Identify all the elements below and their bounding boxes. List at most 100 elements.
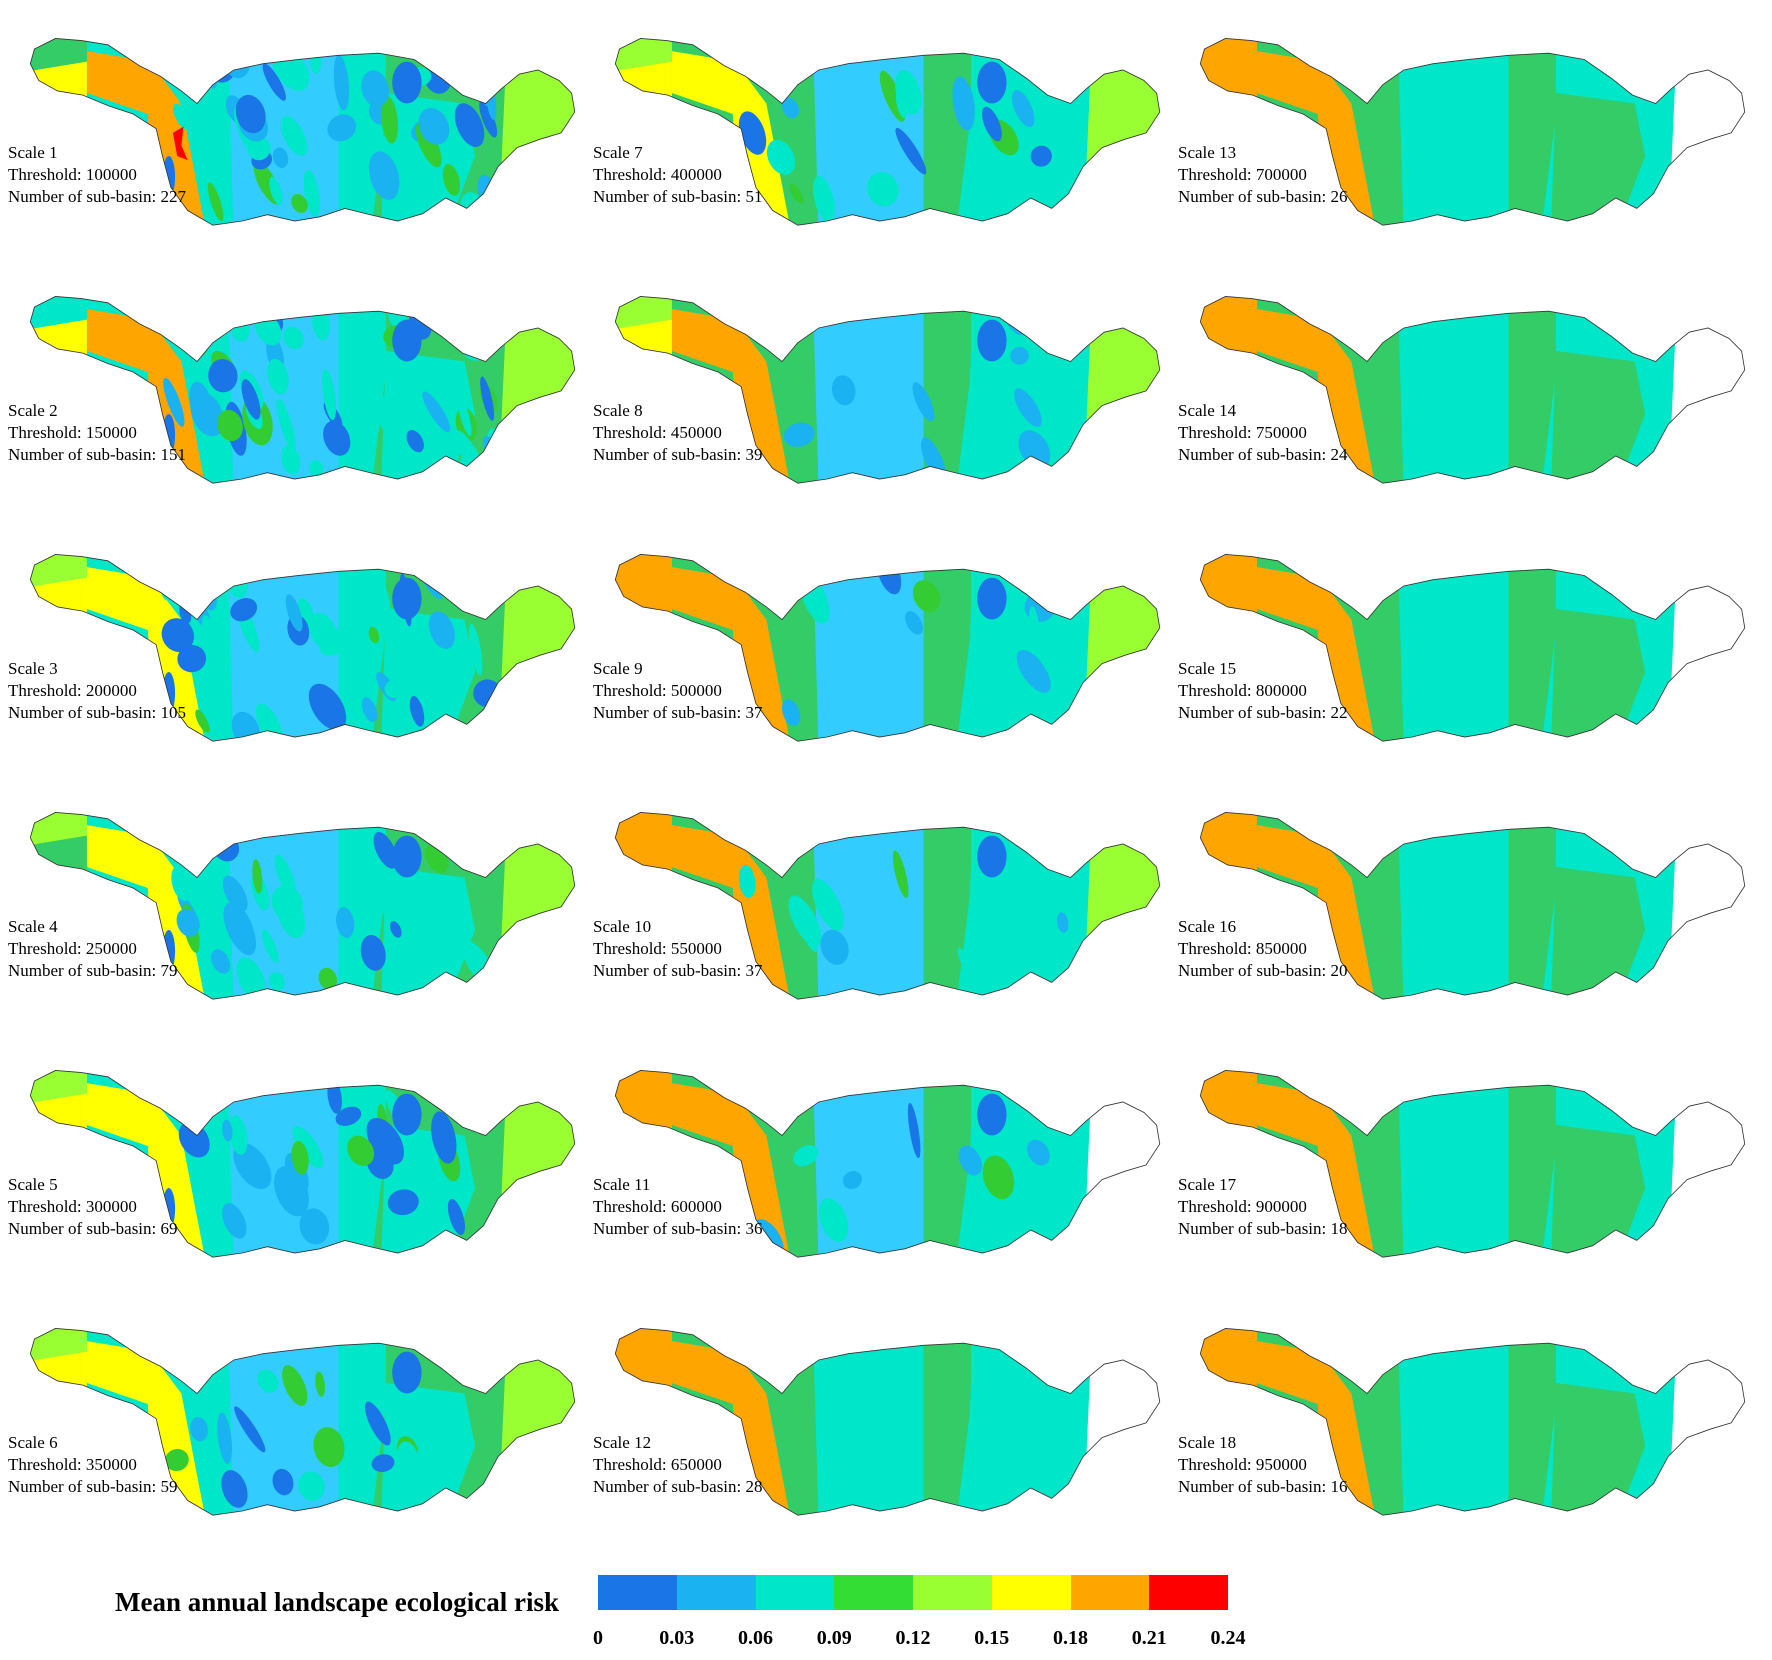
panel-caption: Scale 14 Threshold: 750000 Number of sub-b… <box>1178 400 1348 466</box>
map-panel: Scale 17 Threshold: 900000 Number of sub-b… <box>1170 1032 1760 1292</box>
sub-basin <box>738 111 767 155</box>
subbasin-count-label: Number of sub-basin: 18 <box>1178 1219 1348 1238</box>
basin-region-central <box>813 567 924 742</box>
sub-basin <box>1027 1139 1050 1166</box>
basin-region-mid-strip <box>923 1341 971 1516</box>
basin-map <box>609 1042 1165 1292</box>
basin-region-mid-strip <box>338 1341 386 1516</box>
sub-basin <box>378 890 406 917</box>
sub-basin <box>793 1145 819 1167</box>
sub-basin <box>222 875 248 912</box>
sub-basin <box>283 326 304 350</box>
sub-basin <box>228 1115 248 1155</box>
panel-caption: Scale 5 Threshold: 300000 Number of sub-ba… <box>8 1174 178 1240</box>
scale-label: Scale 9 <box>593 659 643 678</box>
basin-region-upper <box>671 567 793 742</box>
sub-basin <box>177 645 207 673</box>
sub-basin <box>269 176 283 206</box>
sub-basin <box>174 59 193 85</box>
sub-basin <box>236 957 266 1000</box>
basin-region-central <box>1398 51 1509 226</box>
map-panel: Scale 6 Threshold: 350000 Number of sub-ba… <box>0 1290 590 1550</box>
sub-basin <box>318 967 338 990</box>
basin-region-lower <box>1550 93 1646 226</box>
sub-basin <box>905 611 923 635</box>
basin-region-estuary <box>1671 567 1745 683</box>
threshold-label: Threshold: 350000 <box>8 1455 137 1474</box>
basin-region-estuary <box>1086 1083 1160 1199</box>
sub-basin <box>414 641 431 662</box>
panel-caption: Scale 1 Threshold: 100000 Number of sub-ba… <box>8 142 186 208</box>
subbasin-count-label: Number of sub-basin: 227 <box>8 187 187 206</box>
sub-basin <box>299 1208 330 1245</box>
panel-caption: Scale 6 Threshold: 350000 Number of sub-ba… <box>8 1432 178 1498</box>
basin-map <box>24 526 580 776</box>
sub-basin <box>364 1401 391 1446</box>
basin-region-lower <box>965 351 1061 484</box>
sub-basin <box>303 170 320 217</box>
basin-region-lower <box>1550 1125 1646 1258</box>
legend-tick-label: 0.18 <box>1053 1627 1088 1649</box>
map-panel: Scale 8 Threshold: 450000 Number of sub-ba… <box>585 258 1175 518</box>
basin-map <box>1194 10 1750 260</box>
threshold-label: Threshold: 600000 <box>593 1197 722 1216</box>
basin-region-central <box>1398 567 1509 742</box>
basin-outline <box>29 1328 576 1516</box>
sub-basin <box>1016 650 1051 693</box>
sub-basin-northeast <box>977 835 1007 878</box>
sub-basin <box>1030 145 1052 167</box>
basin-region-upper <box>86 309 208 484</box>
panel-caption: Scale 4 Threshold: 250000 Number of sub-ba… <box>8 916 178 982</box>
sub-basin <box>406 430 424 453</box>
sub-basin <box>394 363 420 387</box>
sub-basin <box>418 108 450 145</box>
legend-tick-label: 0.09 <box>816 1627 852 1649</box>
sub-basin <box>431 1111 457 1164</box>
basin-region-central <box>813 309 924 484</box>
sub-basin <box>223 902 257 956</box>
basin-region-estuary <box>501 1341 575 1457</box>
legend-swatch <box>676 1575 756 1610</box>
sub-basin <box>327 114 357 142</box>
sub-basin <box>380 95 399 144</box>
sub-basin <box>788 895 822 947</box>
sub-basin <box>220 155 232 175</box>
basin-region-mid-strip <box>1508 309 1556 484</box>
sub-basin <box>1014 388 1042 427</box>
subbasin-count-label: Number of sub-basin: 26 <box>1178 187 1348 206</box>
sub-basin <box>982 106 1002 142</box>
sub-basin <box>208 359 238 393</box>
sub-basin <box>783 422 815 447</box>
sub-basin <box>380 136 404 179</box>
sub-basin <box>360 934 386 971</box>
basin-region-lower <box>1550 609 1646 742</box>
sub-basin-northeast <box>392 577 422 620</box>
sub-basin <box>912 382 935 422</box>
map-panel-grid: Scale 1 Threshold: 100000 Number of sub-ba… <box>0 0 1760 1550</box>
sub-basin <box>221 1470 248 1508</box>
sub-basin-northeast <box>977 1093 1007 1136</box>
sub-basin <box>171 864 193 902</box>
subbasin-count-label: Number of sub-basin: 37 <box>593 703 763 722</box>
legend-title: Mean annual landscape ecological risk <box>115 1587 560 1617</box>
sub-basin-northeast <box>977 577 1007 620</box>
basin-region-central <box>228 309 339 484</box>
scale-label: Scale 7 <box>593 143 643 162</box>
sub-basin-northeast <box>392 1351 422 1394</box>
sub-basin <box>442 164 461 196</box>
sub-basin <box>230 598 258 622</box>
subbasin-count-label: Number of sub-basin: 151 <box>8 445 187 464</box>
basin-map <box>609 268 1165 518</box>
map-panel: Scale 10 Threshold: 550000 Number of sub-b… <box>585 774 1175 1034</box>
basin-region-estuary <box>1671 825 1745 941</box>
legend-tick-label: 0.06 <box>738 1627 773 1649</box>
threshold-label: Threshold: 750000 <box>1178 423 1307 442</box>
basin-region-mid-strip <box>1508 1083 1556 1258</box>
sub-basin <box>387 1189 419 1216</box>
basin-outline <box>614 296 1161 484</box>
panel-caption: Scale 8 Threshold: 450000 Number of sub-ba… <box>593 400 763 466</box>
sub-basin <box>892 850 909 899</box>
sub-basin <box>333 54 350 111</box>
map-panel: Scale 13 Threshold: 700000 Number of sub-b… <box>1170 0 1760 260</box>
threshold-label: Threshold: 950000 <box>1178 1455 1307 1474</box>
